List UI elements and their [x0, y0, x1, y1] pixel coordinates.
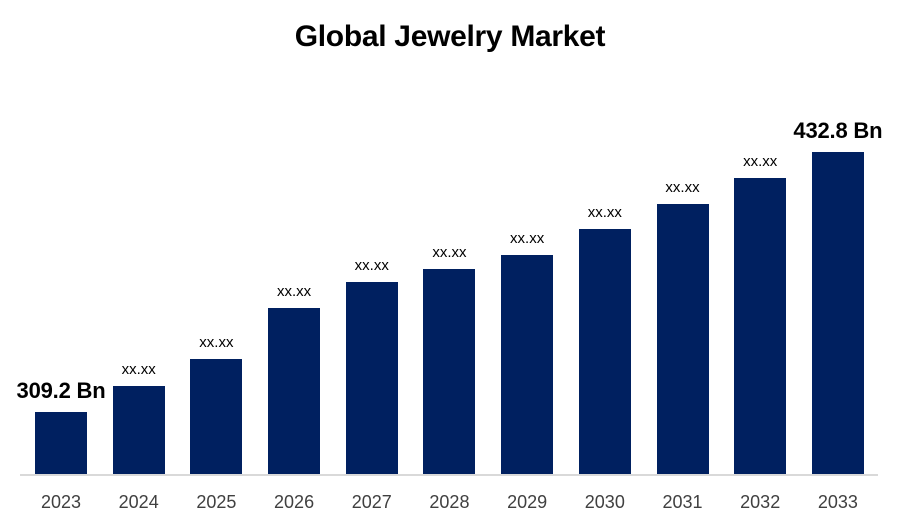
bar-2028: xx.xx 2028 [423, 244, 476, 511]
x-tick-label-2027: 2027 [351, 492, 392, 512]
bar-2025: xx.xx 2025 [190, 334, 243, 511]
x-tick-label-2024: 2024 [118, 492, 159, 512]
value-label-2024: xx.xx [121, 360, 156, 378]
x-axis-line [20, 474, 878, 476]
x-tick-label-2026: 2026 [274, 492, 315, 512]
plot-area: 309.2 Bn 2023 xx.xx 2024 xx.xx 2025 xx.xx 2026 x… [17, 118, 883, 511]
x-tick-label-2029: 2029 [507, 492, 548, 512]
chart-title: Global Jewelry Market [294, 20, 606, 53]
x-tick-label-2023: 2023 [40, 492, 82, 512]
bar-2023: 309.2 Bn 2023 [17, 378, 106, 511]
value-label-2027: xx.xx [354, 256, 389, 274]
bar-2027: xx.xx 2027 [345, 257, 398, 511]
value-label-2023: 309.2 Bn [16, 377, 106, 403]
value-label-2031: xx.xx [665, 178, 700, 196]
x-tick-label-2028: 2028 [429, 492, 470, 512]
bar-2024: xx.xx 2024 [112, 361, 165, 511]
value-label-2032: xx.xx [743, 152, 778, 170]
value-label-2033: 432.8 Bn [793, 117, 883, 143]
x-tick-label-2033: 2033 [817, 492, 858, 512]
x-tick-label-2032: 2032 [740, 492, 781, 512]
value-label-2028: xx.xx [432, 243, 467, 261]
bar-2033: 432.8 Bn 2033 [793, 118, 882, 511]
bar-2030: xx.xx 2030 [578, 204, 631, 511]
x-tick-label-2025: 2025 [196, 492, 237, 512]
value-label-2030: xx.xx [587, 203, 622, 221]
value-label-2025: xx.xx [199, 333, 234, 351]
value-label-2026: xx.xx [276, 282, 312, 300]
bar-2032: xx.xx 2032 [734, 153, 787, 511]
x-tick-label-2031: 2031 [662, 492, 703, 512]
x-tick-label-2030: 2030 [584, 492, 625, 512]
value-label-2029: xx.xx [510, 229, 545, 247]
bar-2031: xx.xx 2031 [656, 179, 709, 511]
bar-2026: xx.xx 2026 [268, 283, 321, 511]
bar-2029: xx.xx 2029 [501, 230, 554, 511]
